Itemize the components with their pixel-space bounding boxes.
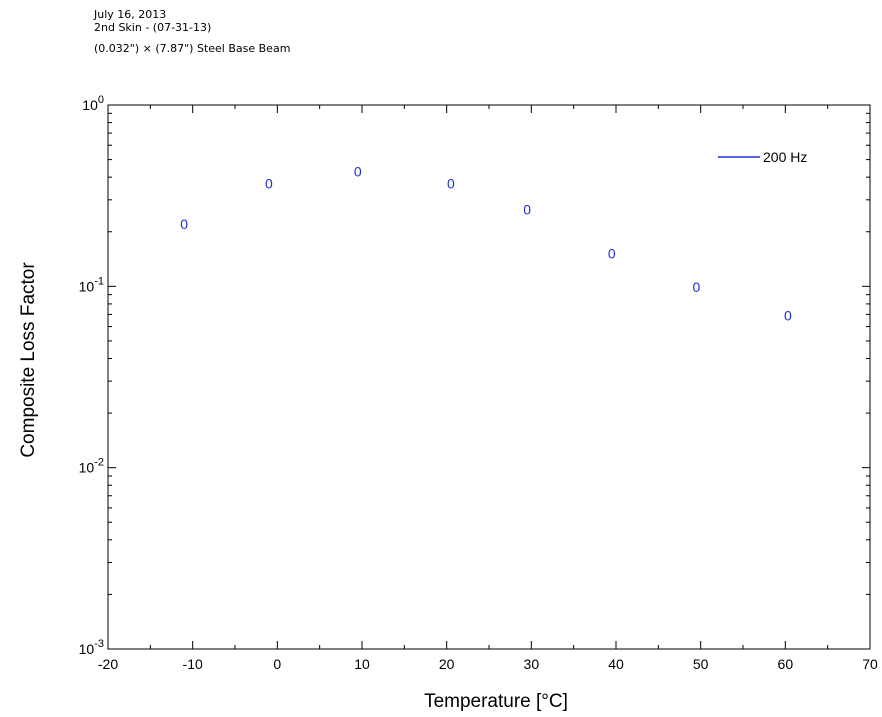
x-axis-ticks: -20 -10 0 10 20 30 40 50 60 70 xyxy=(98,105,878,672)
data-point-marker: 0 xyxy=(784,308,792,324)
x-tick-label: 0 xyxy=(273,656,281,672)
header-subtitle: 2nd Skin - (07-31-13) xyxy=(94,21,212,34)
legend-label-200hz: 200 Hz xyxy=(763,149,807,165)
x-tick-label: 50 xyxy=(693,656,709,672)
x-tick-label: 40 xyxy=(608,656,624,672)
y-axis-title: Composite Loss Factor xyxy=(18,262,39,458)
legend: 200 Hz xyxy=(718,149,807,165)
data-markers: 0 0 0 0 0 0 0 0 xyxy=(180,163,792,323)
header-specimen: (0.032") × (7.87") Steel Base Beam xyxy=(94,42,291,55)
data-point-marker: 0 xyxy=(447,175,455,191)
x-tick-label: 30 xyxy=(524,656,540,672)
x-tick-label: 10 xyxy=(354,656,370,672)
data-point-marker: 0 xyxy=(523,202,531,218)
y-tick-label: 100 xyxy=(82,94,104,113)
data-point-marker: 0 xyxy=(354,163,362,179)
x-tick-label: -10 xyxy=(183,656,203,672)
x-tick-label: 60 xyxy=(778,656,794,672)
data-point-marker: 0 xyxy=(265,175,273,191)
x-tick-label: 20 xyxy=(439,656,455,672)
y-tick-label: 10-2 xyxy=(79,457,104,476)
x-tick-label: 70 xyxy=(862,656,878,672)
x-axis-title: Temperature [°C] xyxy=(424,691,568,712)
y-axis-ticks: 100 10-1 10-2 10-3 xyxy=(79,94,870,657)
data-point-marker: 0 xyxy=(608,245,616,261)
y-tick-label: 10-1 xyxy=(79,275,104,294)
header-date: July 16, 2013 xyxy=(94,8,167,21)
plot-area-frame xyxy=(107,104,871,650)
data-point-marker: 0 xyxy=(693,279,701,295)
x-tick-label: -20 xyxy=(98,656,118,672)
y-tick-label: 10-3 xyxy=(79,638,104,657)
data-point-marker: 0 xyxy=(180,216,188,232)
